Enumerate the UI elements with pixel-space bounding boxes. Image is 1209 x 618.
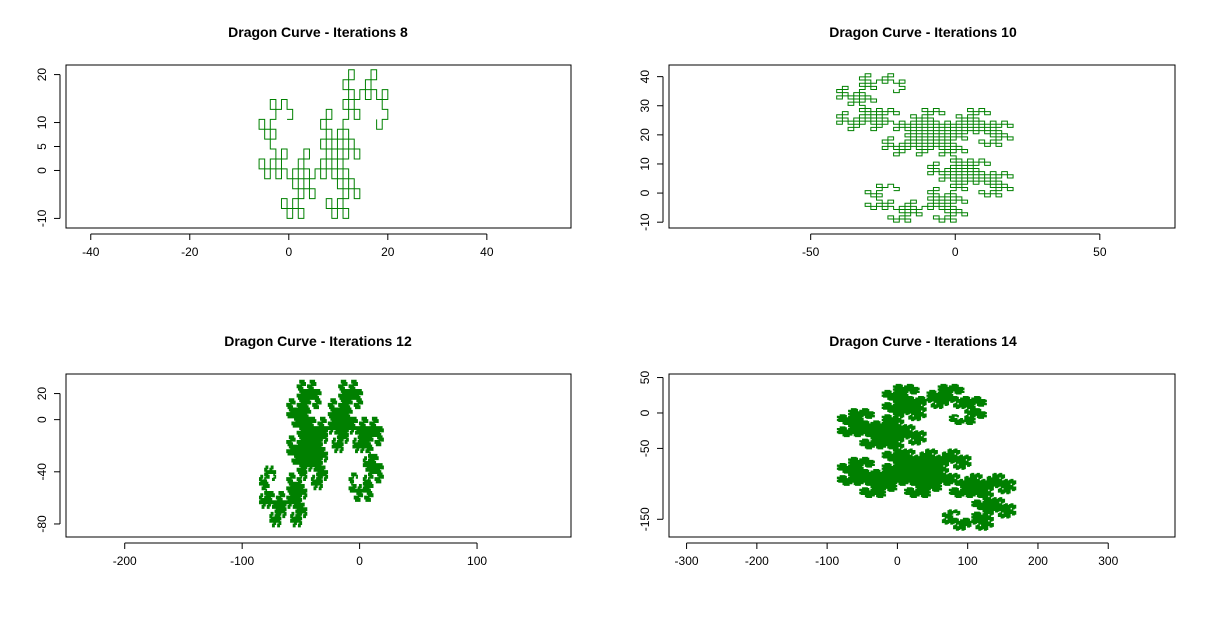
x-tick-label: -200 <box>745 554 769 568</box>
plot-iter-8: -40 -20 0 20 40 -10 0 5 10 20 <box>35 64 572 259</box>
x-tick-label: 40 <box>480 245 494 259</box>
y-tick-label: 20 <box>638 128 652 142</box>
plot-frame <box>65 64 572 229</box>
y-tick-label: -10 <box>35 209 49 227</box>
x-tick-label: 0 <box>894 554 901 568</box>
plot-frame <box>668 373 1176 538</box>
x-tick-label: 100 <box>467 554 487 568</box>
y-tick-label: 50 <box>638 371 652 385</box>
dragon-curve-series <box>258 379 384 528</box>
y-tick-label: 30 <box>638 99 652 113</box>
x-tick-label: 300 <box>1098 554 1118 568</box>
plot-frame <box>65 373 572 538</box>
y-tick-label: 0 <box>638 409 652 416</box>
y-tick-label: 0 <box>638 189 652 196</box>
y-tick-label: 20 <box>35 387 49 401</box>
x-tick-label: 50 <box>1093 245 1107 259</box>
y-tick-label: -150 <box>638 507 652 531</box>
x-tick-label: 0 <box>285 245 292 259</box>
y-tick-label: -10 <box>638 213 652 231</box>
x-tick-label: -100 <box>230 554 254 568</box>
plot-iter-12: -200 -100 0 100 -80 -40 0 20 <box>35 373 572 568</box>
panel-iter-12: Dragon Curve - Iterations 12 -200 -100 0 10… <box>0 309 605 618</box>
x-tick-label: -200 <box>113 554 137 568</box>
chart-title: Dragon Curve - Iterations 12 <box>224 333 412 349</box>
plot-iter-14: -300 -200 -100 0 100 200 300 -150 -50 0 50 <box>638 371 1176 568</box>
y-tick-label: -40 <box>35 463 49 481</box>
plot-frame <box>668 64 1176 229</box>
panel-iter-8: Dragon Curve - Iterations 8 -40 -20 0 20 40-… <box>0 0 605 309</box>
y-tick-label: -50 <box>638 439 652 457</box>
y-tick-label: 10 <box>638 157 652 171</box>
panel-iter-14: Dragon Curve - Iterations 14 -300 -200 -10… <box>605 309 1209 618</box>
x-tick-label: 0 <box>356 554 363 568</box>
x-tick-label: -40 <box>82 245 100 259</box>
dragon-curve-series <box>836 73 1014 223</box>
y-tick-label: 5 <box>35 143 49 150</box>
chart-title: Dragon Curve - Iterations 8 <box>228 24 408 40</box>
panel-iter-10: Dragon Curve - Iterations 10 -50 0 50 -10 0 1… <box>605 0 1209 309</box>
dragon-curve-series <box>836 383 1017 531</box>
x-tick-label: 0 <box>952 245 959 259</box>
chart-title: Dragon Curve - Iterations 14 <box>829 333 1017 349</box>
y-tick-label: -80 <box>35 515 49 533</box>
x-tick-label: -300 <box>675 554 699 568</box>
x-tick-label: 20 <box>381 245 395 259</box>
dragon-curve-series <box>258 69 389 219</box>
y-tick-label: 40 <box>638 70 652 84</box>
x-tick-label: 100 <box>958 554 978 568</box>
y-tick-label: 0 <box>35 416 49 423</box>
y-tick-label: 20 <box>35 68 49 82</box>
chart-title: Dragon Curve - Iterations 10 <box>829 24 1017 40</box>
y-tick-label: 0 <box>35 167 49 174</box>
plot-iter-10: -50 0 50 -10 0 10 20 30 40 <box>638 64 1176 259</box>
x-tick-label: -50 <box>802 245 820 259</box>
x-tick-label: 200 <box>1028 554 1048 568</box>
x-tick-label: -20 <box>181 245 199 259</box>
x-tick-label: -100 <box>815 554 839 568</box>
y-tick-label: 10 <box>35 116 49 130</box>
